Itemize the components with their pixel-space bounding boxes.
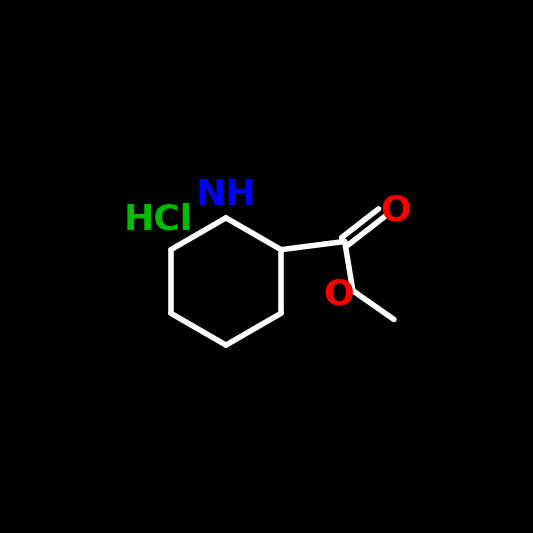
Text: HCl: HCl bbox=[124, 203, 193, 237]
Text: NH: NH bbox=[196, 179, 256, 212]
Text: O: O bbox=[323, 278, 354, 312]
Text: O: O bbox=[381, 193, 411, 228]
